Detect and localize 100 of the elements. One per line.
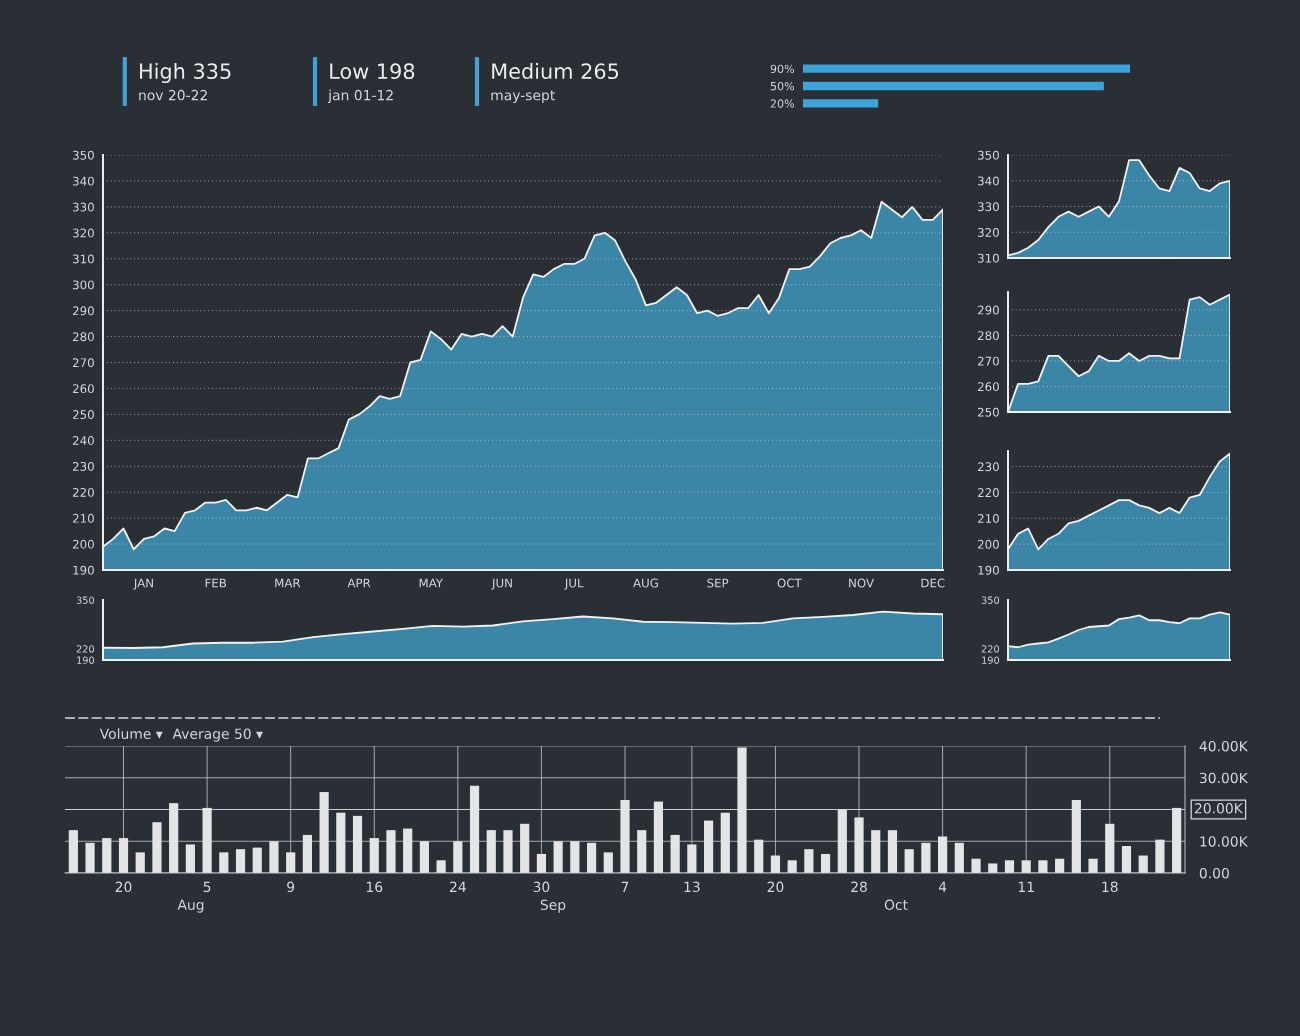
y-tick-label: 350 (981, 596, 1000, 604)
y-tick-label: 230 (73, 461, 94, 471)
text: High 335 (140, 62, 231, 84)
bar (787, 860, 797, 873)
y-tick-label: 350 (978, 150, 999, 160)
text: jan 01-12 (327, 89, 393, 104)
bar (1071, 799, 1081, 873)
y-tick-label: 230 (978, 462, 999, 472)
bar (603, 852, 613, 873)
bar (1121, 846, 1132, 873)
bar (118, 838, 129, 873)
x-tick-label: 20 (115, 881, 132, 893)
bar (469, 785, 480, 873)
y-tick-label: 280 (73, 332, 94, 342)
bar (553, 841, 563, 873)
x-tick-label: JUN (491, 578, 512, 590)
bar (737, 747, 747, 873)
y-tick-label: 190 (77, 656, 95, 664)
text: Aug (177, 899, 204, 913)
bar (252, 847, 262, 873)
y-tick-label: 290 (73, 306, 94, 316)
y-tick-label: 300 (73, 280, 94, 290)
text: Low 198 (330, 63, 415, 80)
bar (703, 820, 714, 873)
x-tick-label: OCT (777, 578, 802, 588)
bar (1021, 860, 1031, 873)
text: Average 50 ▾ (172, 728, 263, 742)
y-tick-label: 200 (73, 539, 94, 549)
bar (570, 841, 580, 873)
y-tick-label: 0.00 (1199, 867, 1229, 879)
x-tick-label: 16 (366, 881, 383, 893)
bar (586, 842, 597, 873)
bar (921, 842, 931, 873)
y-tick-label: 260 (978, 382, 999, 392)
x-tick-label: 28 (851, 881, 867, 893)
text: Volume ▾ (99, 728, 163, 740)
x-tick-label: JAN (133, 578, 153, 590)
text: Medium 265 (492, 62, 619, 80)
y-tick-label: 190 (982, 656, 1000, 664)
bar (720, 812, 730, 873)
bar (804, 849, 814, 873)
bar (102, 838, 112, 873)
y-tick-label: 10.00K (1200, 836, 1249, 847)
bar (453, 841, 463, 873)
x-tick-label: FEB (205, 578, 227, 588)
bar (85, 842, 95, 873)
bar (1004, 860, 1015, 873)
y-tick-label: 340 (978, 176, 999, 186)
y-tick-label: 90% (770, 64, 795, 74)
bar (336, 812, 346, 873)
text: Sep (540, 899, 566, 913)
bar (1155, 839, 1165, 873)
y-tick-label: 210 (978, 513, 999, 523)
text: Oct (884, 899, 908, 911)
bar (419, 841, 429, 873)
bar (670, 834, 680, 873)
y-tick-label: 190 (73, 565, 94, 575)
x-tick-label: 13 (684, 881, 700, 893)
x-tick-label: 5 (203, 881, 211, 893)
bar (536, 853, 547, 873)
x-tick-label: 7 (621, 881, 629, 892)
y-tick-label: 20% (770, 99, 795, 108)
bar (904, 849, 914, 873)
y-tick-label: 200 (978, 539, 999, 549)
text: nov 20-22 (139, 89, 207, 101)
y-tick-label: 320 (978, 227, 999, 237)
bar (169, 803, 179, 873)
y-tick-label: 30.00K (1199, 772, 1249, 784)
bar (235, 849, 246, 873)
bar (503, 830, 513, 873)
bar (135, 852, 145, 873)
y-tick-label: 280 (978, 331, 999, 341)
bar (871, 830, 881, 873)
bar (269, 841, 279, 873)
bar (854, 817, 864, 873)
x-tick-label: APR (347, 578, 371, 588)
bar (954, 842, 964, 873)
x-tick-label: 20 (767, 881, 784, 893)
bar (302, 834, 312, 873)
y-tick-label: 330 (73, 202, 94, 212)
bar (386, 830, 396, 873)
y-tick-label: 250 (73, 410, 94, 420)
bar (219, 852, 229, 873)
y-tick-label: 310 (73, 254, 94, 264)
bar (68, 830, 78, 873)
x-tick-label: SEP (707, 578, 729, 588)
ref-line-label: 20.00K (1194, 803, 1244, 814)
text: may-sept (491, 90, 555, 104)
y-tick-label: 240 (73, 436, 94, 445)
y-tick-label: 340 (73, 176, 94, 186)
bar (938, 836, 948, 873)
x-tick-label: 18 (1102, 881, 1118, 893)
x-tick-label: MAR (275, 578, 301, 588)
y-tick-label: 260 (73, 384, 94, 394)
bar (1105, 823, 1115, 873)
bar (887, 830, 898, 873)
bar (837, 809, 847, 873)
bar (403, 828, 413, 873)
y-tick-label: 320 (73, 228, 94, 238)
y-tick-label: 310 (978, 253, 999, 263)
